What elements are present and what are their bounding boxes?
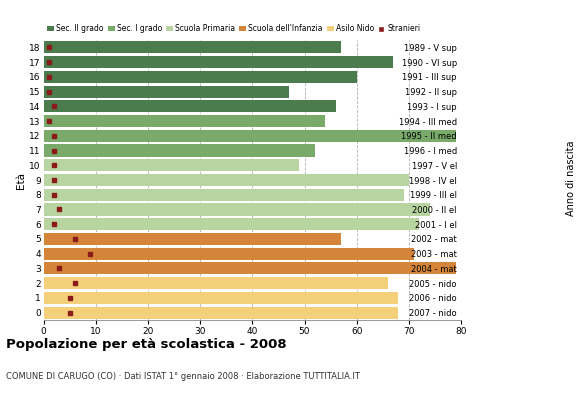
Bar bbox=[44, 144, 315, 156]
Text: COMUNE DI CARUGO (CO) · Dati ISTAT 1° gennaio 2008 · Elaborazione TUTTITALIA.IT: COMUNE DI CARUGO (CO) · Dati ISTAT 1° ge… bbox=[6, 372, 360, 381]
Bar bbox=[44, 306, 398, 319]
Bar bbox=[44, 233, 341, 245]
Bar bbox=[44, 71, 357, 83]
Legend: Sec. II grado, Sec. I grado, Scuola Primaria, Scuola dell'Infanzia, Asilo Nido, : Sec. II grado, Sec. I grado, Scuola Prim… bbox=[48, 24, 420, 33]
Text: Anno di nascita: Anno di nascita bbox=[566, 140, 577, 216]
Bar bbox=[44, 56, 393, 68]
Bar bbox=[44, 159, 299, 171]
Bar bbox=[44, 100, 336, 112]
Bar bbox=[44, 218, 419, 230]
Bar bbox=[44, 86, 289, 98]
Bar bbox=[44, 204, 430, 216]
Bar bbox=[44, 41, 341, 54]
Bar bbox=[44, 292, 398, 304]
Bar bbox=[44, 115, 325, 127]
Text: Popolazione per età scolastica - 2008: Popolazione per età scolastica - 2008 bbox=[6, 338, 287, 351]
Bar bbox=[44, 174, 409, 186]
Bar bbox=[44, 189, 404, 201]
Y-axis label: Età: Età bbox=[16, 172, 27, 188]
Bar bbox=[44, 130, 456, 142]
Bar bbox=[44, 262, 456, 274]
Bar bbox=[44, 248, 414, 260]
Bar bbox=[44, 277, 388, 289]
